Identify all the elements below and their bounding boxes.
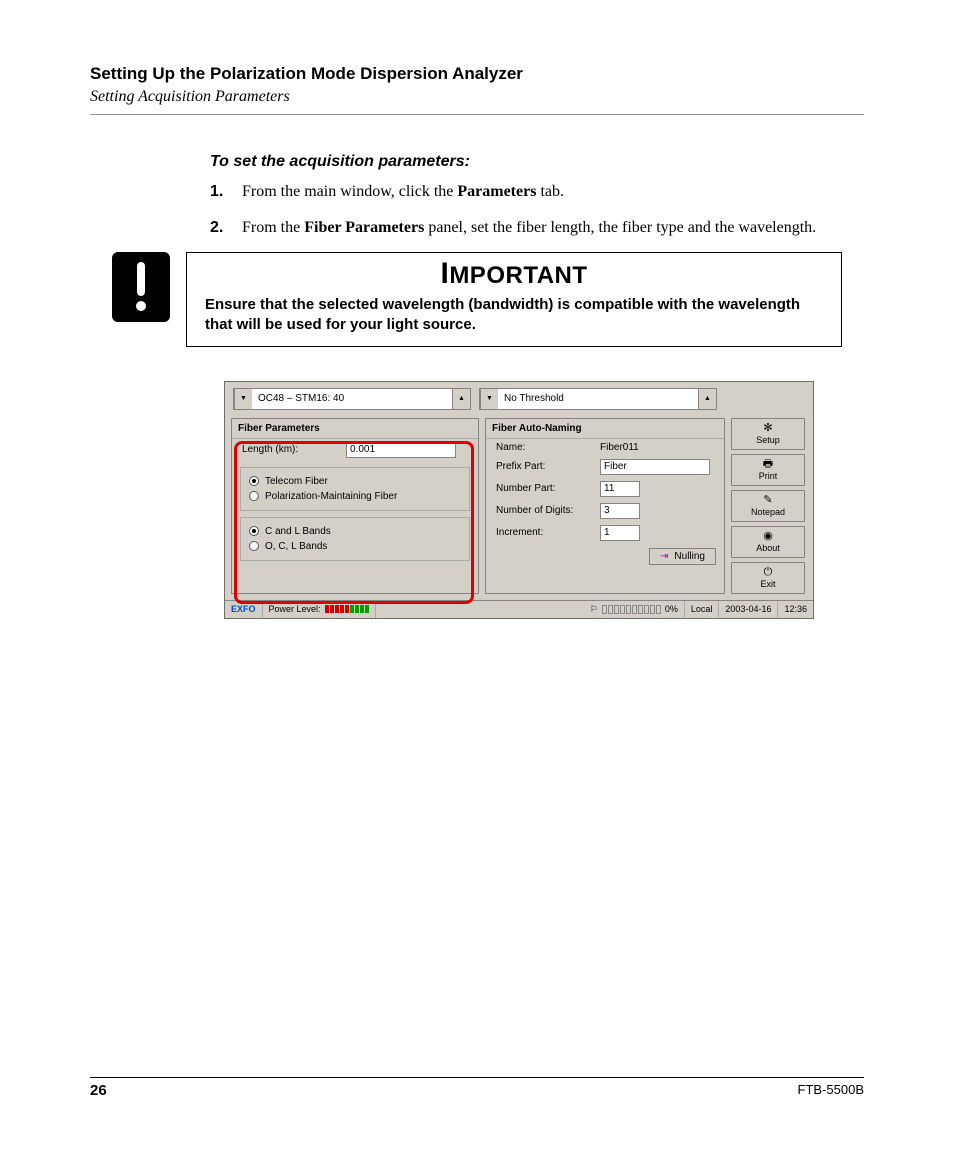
radio-icon <box>249 491 259 501</box>
chevron-down-icon[interactable]: ▼ <box>480 389 498 409</box>
prefix-label: Prefix Part: <box>496 461 592 472</box>
band-group: C and L Bands O, C, L Bands <box>240 517 470 561</box>
side-toolbar: ✻Setup 🖶Print ✎Notepad ◉About ⏻Exit <box>731 418 811 594</box>
radio-icon <box>249 476 259 486</box>
nulling-label: Nulling <box>674 551 705 562</box>
radio-label: C and L Bands <box>265 526 331 537</box>
page-footer: 26 FTB-5500B <box>90 1077 864 1099</box>
step-2: 2. From the Fiber Parameters panel, set … <box>210 217 864 239</box>
btn-label: Print <box>759 471 778 481</box>
important-title-rest: MPORTANT <box>449 262 587 289</box>
digits-input[interactable]: 3 <box>600 503 640 519</box>
date-label: 2003-04-16 <box>719 601 778 618</box>
step-text: From the main window, click the <box>242 183 457 200</box>
header-rule <box>90 114 864 115</box>
power-level-meter <box>325 605 369 613</box>
prefix-input[interactable]: Fiber <box>600 459 710 475</box>
app-screenshot: ▼ OC48 – STM16: 40 ▲ ▼ No Threshold ▲ Fi… <box>224 381 814 619</box>
radio-pm-fiber[interactable]: Polarization-Maintaining Fiber <box>249 489 461 504</box>
chevron-down-icon[interactable]: ▼ <box>234 389 252 409</box>
nulling-button[interactable]: ⇥ Nulling <box>649 548 716 565</box>
fiber-type-group: Telecom Fiber Polarization-Maintaining F… <box>240 467 470 511</box>
radio-o-c-l-bands[interactable]: O, C, L Bands <box>249 539 461 554</box>
step-1: 1. From the main window, click the Param… <box>210 181 864 203</box>
step-number: 2. <box>210 217 228 239</box>
chevron-up-icon[interactable]: ▲ <box>698 389 716 409</box>
step-text: panel, set the fiber length, the fiber t… <box>424 219 816 236</box>
model-label: FTB-5500B <box>798 1082 864 1099</box>
name-value: Fiber011 <box>600 442 639 453</box>
tools-icon: ✻ <box>763 423 772 434</box>
about-icon: ◉ <box>763 531 773 542</box>
increment-label: Increment: <box>496 527 592 538</box>
btn-label: About <box>756 543 780 553</box>
fiber-autonaming-panel: Fiber Auto-Naming Name: Fiber011 Prefix … <box>485 418 725 594</box>
panel-title: Fiber Parameters <box>232 419 478 439</box>
step-bold: Parameters <box>457 183 536 200</box>
step-bold: Fiber Parameters <box>304 219 424 236</box>
number-part-label: Number Part: <box>496 483 592 494</box>
logo: EXFO <box>225 601 263 618</box>
length-label: Length (km): <box>242 444 338 455</box>
print-button[interactable]: 🖶Print <box>731 454 805 486</box>
important-callout: IMPORTANT Ensure that the selected wavel… <box>186 252 842 347</box>
chevron-up-icon[interactable]: ▲ <box>452 389 470 409</box>
panel-title: Fiber Auto-Naming <box>486 419 724 439</box>
doc-title: Setting Up the Polarization Mode Dispers… <box>90 64 864 84</box>
threshold-combo-left[interactable]: ▼ OC48 – STM16: 40 ▲ <box>233 388 471 410</box>
exclamation-icon <box>112 252 170 322</box>
page-number: 26 <box>90 1082 107 1099</box>
radio-telecom-fiber[interactable]: Telecom Fiber <box>249 474 461 489</box>
nulling-icon: ⇥ <box>660 551 668 562</box>
power-level-label: Power Level: <box>269 604 321 614</box>
threshold-combo-right[interactable]: ▼ No Threshold ▲ <box>479 388 717 410</box>
doc-subtitle: Setting Acquisition Parameters <box>90 88 864 106</box>
step-text: tab. <box>536 183 564 200</box>
length-input[interactable]: 0.001 <box>346 442 456 458</box>
name-label: Name: <box>496 442 592 453</box>
important-text: Ensure that the selected wavelength (ban… <box>205 295 823 336</box>
number-part-input[interactable]: 11 <box>600 481 640 497</box>
btn-label: Exit <box>760 579 775 589</box>
radio-label: Polarization-Maintaining Fiber <box>265 491 397 502</box>
combo-value: No Threshold <box>498 389 698 409</box>
step-number: 1. <box>210 181 228 203</box>
radio-label: Telecom Fiber <box>265 476 328 487</box>
radio-icon <box>249 541 259 551</box>
increment-input[interactable]: 1 <box>600 525 640 541</box>
radio-c-l-bands[interactable]: C and L Bands <box>249 524 461 539</box>
print-icon: 🖶 <box>763 459 773 470</box>
flag-icon: ⚐ <box>590 604 598 615</box>
radio-icon <box>249 526 259 536</box>
digits-label: Number of Digits: <box>496 505 592 516</box>
combo-value: OC48 – STM16: 40 <box>252 389 452 409</box>
fiber-parameters-panel: Fiber Parameters Length (km): 0.001 Tele… <box>231 418 479 594</box>
step-text: From the <box>242 219 304 236</box>
radio-label: O, C, L Bands <box>265 541 327 552</box>
mode-label: Local <box>685 601 720 618</box>
progress-meter <box>602 605 661 614</box>
time-label: 12:36 <box>778 601 813 618</box>
about-button[interactable]: ◉About <box>731 526 805 558</box>
status-bar: EXFO Power Level: ⚐ 0% Local 2003-0 <box>225 600 813 618</box>
progress-percent: 0% <box>665 604 678 614</box>
section-lead: To set the acquisition parameters: <box>210 153 864 171</box>
btn-label: Setup <box>756 435 780 445</box>
power-icon: ⏻ <box>764 567 773 578</box>
btn-label: Notepad <box>751 507 785 517</box>
notepad-button[interactable]: ✎Notepad <box>731 490 805 522</box>
exit-button[interactable]: ⏻Exit <box>731 562 805 594</box>
important-title-cap: I <box>440 257 449 290</box>
setup-button[interactable]: ✻Setup <box>731 418 805 450</box>
notepad-icon: ✎ <box>763 495 772 506</box>
